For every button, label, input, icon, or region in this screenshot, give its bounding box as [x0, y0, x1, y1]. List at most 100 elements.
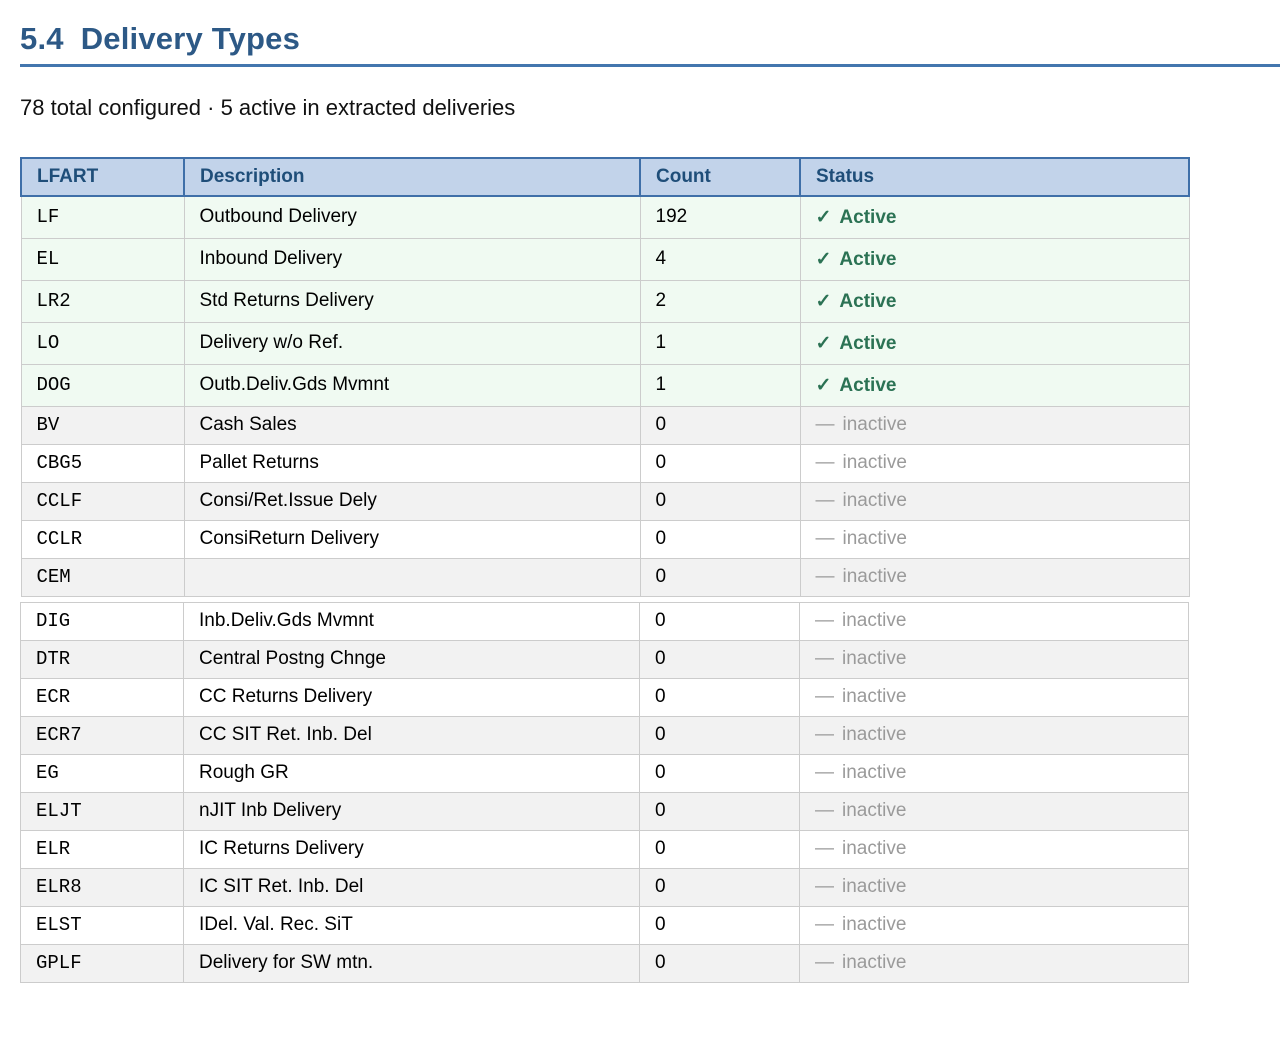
check-icon: ✓	[816, 333, 832, 354]
status-cell: ✓Active	[800, 196, 1189, 238]
lfart-cell: CBG5	[21, 444, 184, 482]
description-cell: IC SIT Ret. Inb. Del	[184, 868, 640, 906]
status-label: inactive	[842, 838, 906, 859]
description-cell: ConsiReturn Delivery	[184, 520, 640, 558]
delivery-table-part2: DIG Inb.Deliv.Gds Mvmnt 0 —inactive DTR …	[20, 602, 1189, 983]
status-cell: — inactive	[800, 482, 1189, 520]
description-cell: Delivery for SW mtn.	[184, 944, 640, 982]
status-label: inactive	[843, 452, 907, 473]
dash-icon: —	[815, 610, 834, 631]
table-row: CCLF Consi/Ret.Issue Dely 0 —inactive	[21, 482, 1189, 520]
lfart-cell: CCLR	[21, 520, 184, 558]
table-row: CBG5 Pallet Returns 0 —inactive	[21, 444, 1189, 482]
status-cell: ✓Active	[800, 364, 1189, 406]
table-row: ELST IDel. Val. Rec. SiT 0 —inactive	[21, 906, 1189, 944]
lfart-cell: ELR	[21, 830, 184, 868]
delivery-table-body-part1: LF Outbound Delivery 192 ✓Active EL Inbo…	[21, 196, 1189, 596]
status-cell: —inactive	[800, 716, 1189, 754]
count-cell: 0	[640, 716, 800, 754]
count-cell: 0	[640, 678, 800, 716]
status-label: inactive	[843, 490, 907, 511]
count-cell: 0	[640, 520, 800, 558]
dash-icon: —	[815, 648, 834, 669]
lfart-cell: ELST	[21, 906, 184, 944]
delivery-types-table: LFART Description Count Status LF Outbou…	[20, 157, 1280, 983]
dash-icon: —	[815, 800, 834, 821]
status-cell: —inactive	[800, 944, 1189, 982]
status-label: inactive	[842, 914, 906, 935]
status-cell: ✓ Active	[800, 322, 1189, 364]
check-icon: ✓	[816, 249, 832, 270]
lfart-cell: CEM	[21, 558, 184, 596]
dash-icon: —	[816, 528, 835, 549]
status-cell: — inactive	[800, 868, 1189, 906]
status-label: inactive	[843, 528, 907, 549]
dash-icon: —	[815, 686, 834, 707]
description-cell: Inb.Deliv.Gds Mvmnt	[184, 602, 640, 640]
count-cell: 0	[640, 830, 800, 868]
status-label: inactive	[842, 648, 906, 669]
status-cell: — inactive	[800, 678, 1189, 716]
table-row: DIG Inb.Deliv.Gds Mvmnt 0 —inactive	[21, 602, 1189, 640]
section-heading-block: 5.4Delivery Types	[20, 21, 1280, 67]
status-label: inactive	[842, 800, 906, 821]
description-cell: Outbound Delivery	[184, 196, 640, 238]
table-row: ELJT nJIT Inb Delivery 0 —inactive	[21, 792, 1189, 830]
count-cell: 0	[640, 868, 800, 906]
lfart-cell: CCLF	[21, 482, 184, 520]
description-cell: CC Returns Delivery	[184, 678, 640, 716]
count-cell: 0	[640, 792, 800, 830]
description-cell: Inbound Delivery	[184, 238, 640, 280]
table-header-row: LFART Description Count Status	[21, 158, 1189, 196]
status-label: inactive	[842, 876, 906, 897]
column-header-lfart: LFART	[21, 158, 184, 196]
description-cell: Delivery w/o Ref.	[184, 322, 640, 364]
status-label: inactive	[843, 414, 907, 435]
table-row: EG Rough GR 0 —inactive	[21, 754, 1189, 792]
count-cell: 0	[640, 754, 800, 792]
status-label: inactive	[842, 762, 906, 783]
count-cell: 1	[640, 322, 800, 364]
dash-icon: —	[815, 876, 834, 897]
description-cell: CC SIT Ret. Inb. Del	[184, 716, 640, 754]
count-cell: 1	[640, 364, 800, 406]
lfart-cell: EG	[21, 754, 184, 792]
table-row: CEM 0 —inactive	[21, 558, 1189, 596]
page-content: 5.4Delivery Types 78 total configured · …	[0, 21, 1280, 983]
description-cell: Central Postng Chnge	[184, 640, 640, 678]
status-cell: ✓ Active	[800, 238, 1189, 280]
description-cell	[184, 558, 640, 596]
count-cell: 0	[640, 640, 800, 678]
description-cell: Rough GR	[184, 754, 640, 792]
check-icon: ✓	[816, 291, 832, 312]
status-label: Active	[839, 249, 896, 270]
lfart-cell: LO	[21, 322, 184, 364]
description-cell: IDel. Val. Rec. SiT	[184, 906, 640, 944]
lfart-cell: ELR8	[21, 868, 184, 906]
status-cell: —inactive	[800, 444, 1189, 482]
status-label: inactive	[843, 566, 907, 587]
count-cell: 0	[640, 406, 800, 444]
table-row: GPLF Delivery for SW mtn. 0 —inactive	[21, 944, 1189, 982]
count-cell: 0	[640, 602, 800, 640]
dash-icon: —	[816, 490, 835, 511]
status-cell: —inactive	[800, 906, 1189, 944]
status-label: Active	[839, 207, 896, 228]
status-cell: —inactive	[800, 754, 1189, 792]
status-label: Active	[839, 333, 896, 354]
dash-icon: —	[815, 724, 834, 745]
column-header-count: Count	[640, 158, 800, 196]
delivery-table-part1: LFART Description Count Status LF Outbou…	[20, 157, 1190, 597]
count-cell: 0	[640, 482, 800, 520]
count-cell: 2	[640, 280, 800, 322]
status-label: inactive	[842, 610, 906, 631]
description-cell: Cash Sales	[184, 406, 640, 444]
status-cell: —inactive	[800, 406, 1189, 444]
status-label: inactive	[842, 686, 906, 707]
status-cell: — inactive	[800, 640, 1189, 678]
description-cell: IC Returns Delivery	[184, 830, 640, 868]
description-cell: Pallet Returns	[184, 444, 640, 482]
count-cell: 0	[640, 558, 800, 596]
column-header-status: Status	[800, 158, 1189, 196]
lfart-cell: GPLF	[21, 944, 184, 982]
